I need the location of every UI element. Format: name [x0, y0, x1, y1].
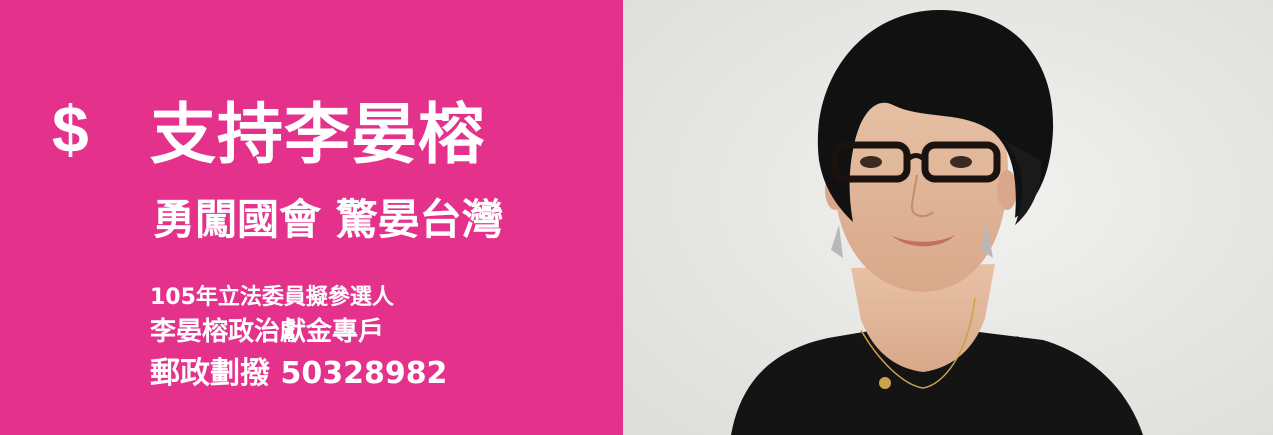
donation-account-name: 李晏榕政治獻金專戶	[150, 317, 385, 347]
slogan: 勇闖國會 驚晏台灣	[153, 195, 504, 244]
postal-transfer-number: 郵政劃撥 50328982	[150, 356, 448, 391]
portrait-panel	[623, 0, 1273, 435]
dollar-sign-icon: $	[52, 92, 89, 166]
candidate-status: 105年立法委員擬參選人	[150, 285, 394, 310]
pink-text-panel: $ 支持李晏榕 勇闖國會 驚晏台灣 105年立法委員擬參選人 李晏榕政治獻金專戶…	[0, 0, 623, 435]
portrait-photo	[623, 0, 1273, 435]
headline: 支持李晏榕	[150, 96, 485, 173]
